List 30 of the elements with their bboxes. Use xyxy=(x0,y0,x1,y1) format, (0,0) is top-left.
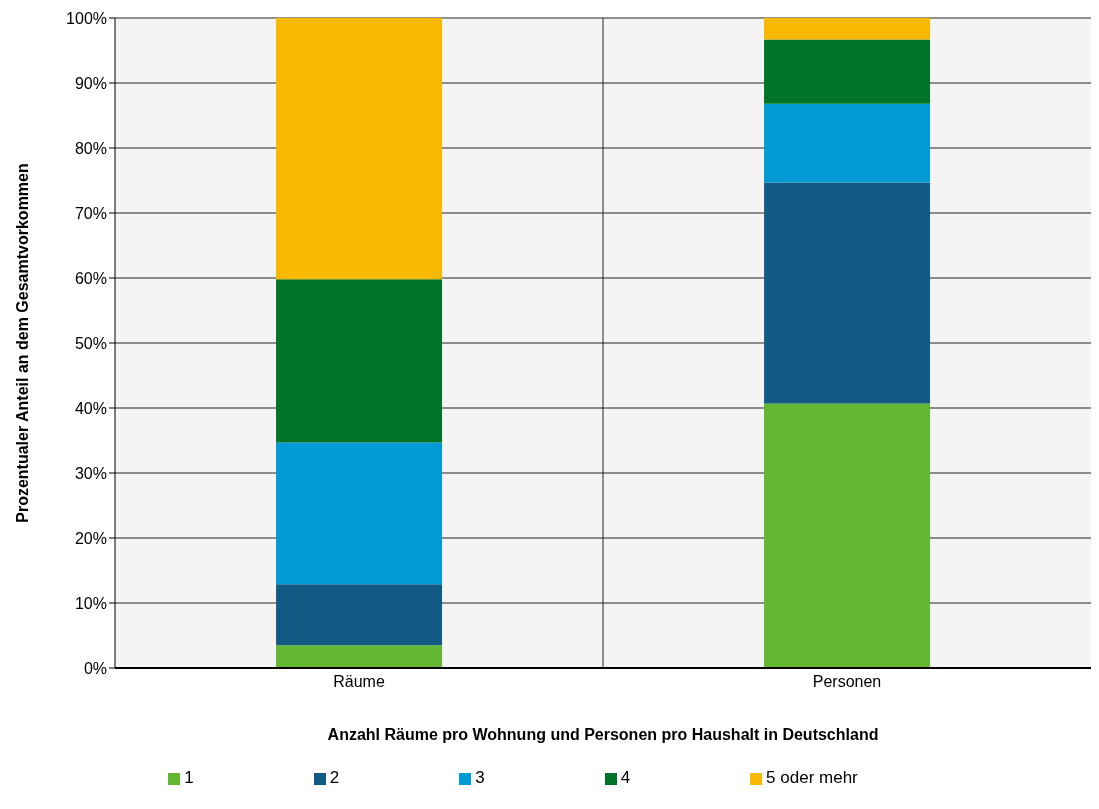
y-tick-label: 10% xyxy=(74,594,107,612)
x-axis-title: Anzahl Räume pro Wohnung und Personen pro Haushalt in Deutschland xyxy=(327,726,879,743)
x-tick-label: Personen xyxy=(812,673,882,691)
y-tick-label: 40% xyxy=(74,399,107,417)
legend-label: 2 xyxy=(329,768,340,787)
y-tick-label: 70% xyxy=(74,204,107,222)
y-tick-label: 20% xyxy=(74,529,107,547)
legend-label: 1 xyxy=(184,768,194,787)
bar xyxy=(276,279,443,443)
y-tick-label: 30% xyxy=(74,464,107,482)
bar xyxy=(764,103,931,183)
y-axis-title: Prozentualer Anteil an dem Gesamtvorkommen xyxy=(13,163,31,523)
y-tick-label: 50% xyxy=(74,334,107,352)
y-tick-label: 90% xyxy=(74,74,107,92)
y-tick-label: 60% xyxy=(74,269,107,287)
legend-label: 4 xyxy=(620,768,631,787)
bar xyxy=(276,18,443,280)
y-tick-label: 80% xyxy=(74,139,107,157)
bar xyxy=(764,39,931,104)
bar xyxy=(276,584,443,646)
bar xyxy=(764,403,931,668)
bar xyxy=(764,18,931,40)
bar xyxy=(276,645,443,668)
y-tick-label: 0% xyxy=(83,659,107,677)
bar xyxy=(276,442,443,585)
y-tick-label: 100% xyxy=(66,9,107,27)
legend-label: 3 xyxy=(475,768,485,787)
x-tick-label: Räume xyxy=(333,673,385,691)
bar xyxy=(764,182,931,404)
legend-label: 5 oder mehr xyxy=(766,768,858,787)
